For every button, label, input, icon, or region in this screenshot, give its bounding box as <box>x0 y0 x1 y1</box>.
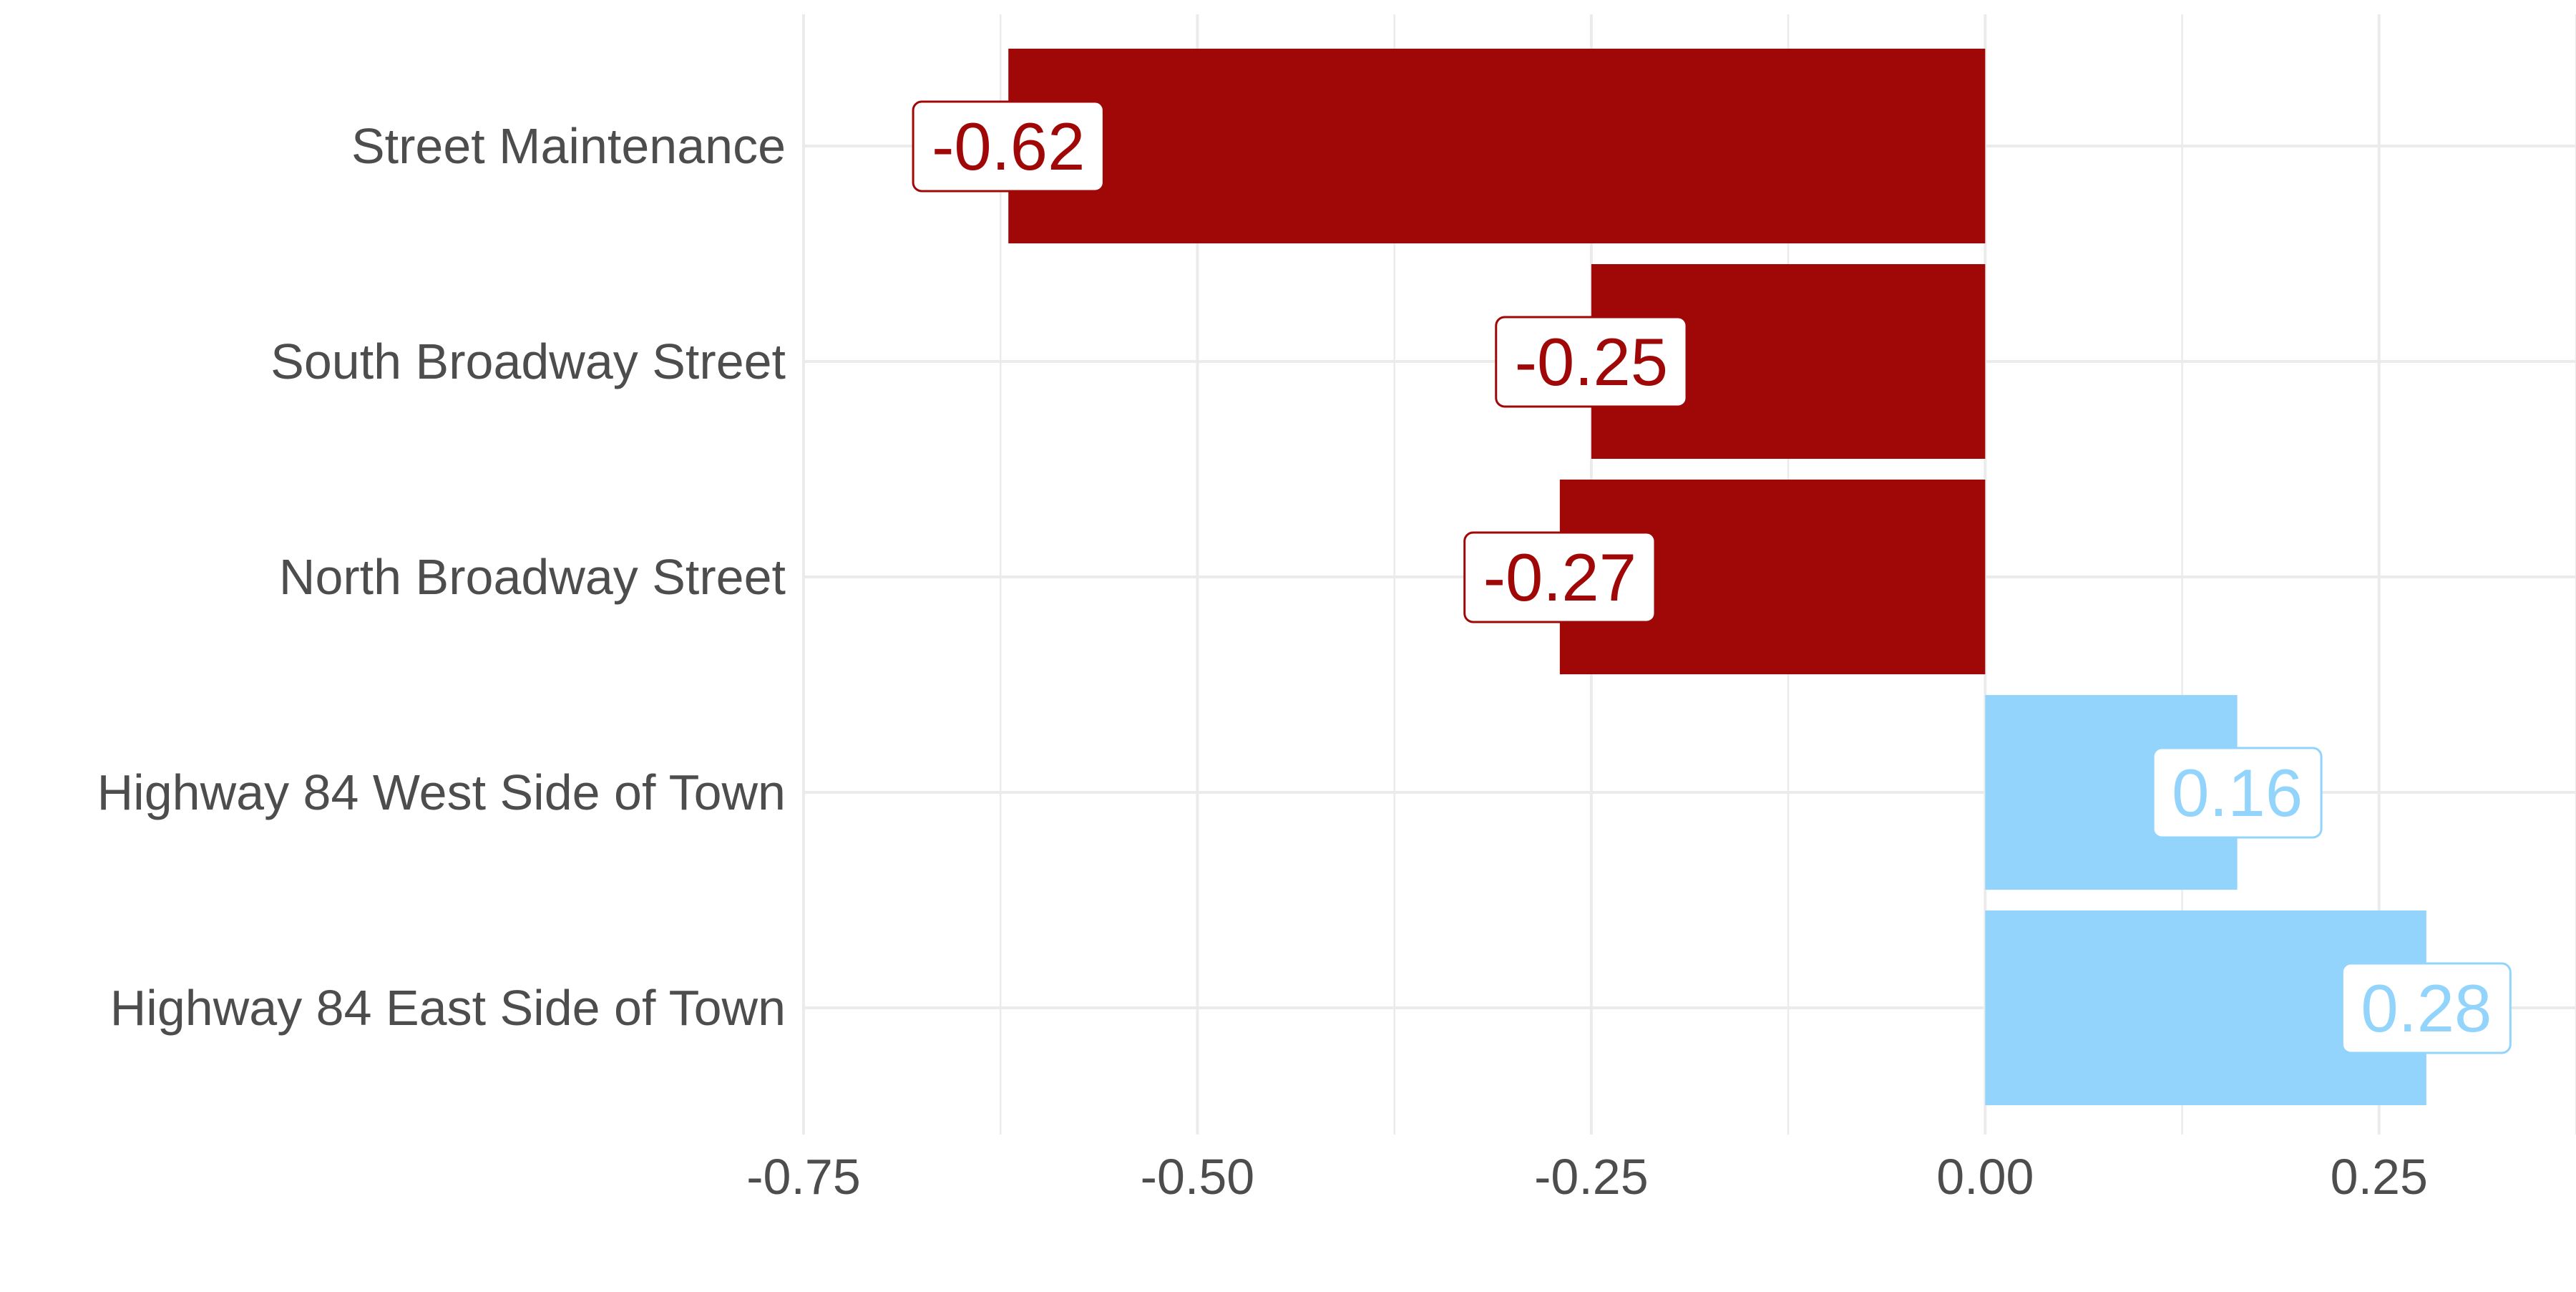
data-label: -0.25 <box>1495 316 1688 408</box>
category-label: Street Maintenance <box>351 118 786 174</box>
data-label-text: -0.62 <box>932 109 1085 184</box>
category-label: Highway 84 East Side of Town <box>110 980 786 1036</box>
data-label-box <box>2341 962 2512 1054</box>
data-label-text: -0.25 <box>1515 324 1668 399</box>
data-label: 0.16 <box>2152 747 2323 839</box>
data-label-text: -0.27 <box>1483 540 1636 615</box>
category-axis: Street Maintenance South Broadway Street N… <box>97 118 786 1036</box>
data-label: 0.28 <box>2341 962 2512 1054</box>
data-label: -0.27 <box>1463 531 1657 623</box>
data-labels: -0.62 -0.25 -0.27 0.16 0.28 <box>912 100 2512 1054</box>
category-label: North Broadway Street <box>279 549 786 605</box>
x-tick-label: 0.25 <box>2331 1149 2428 1205</box>
x-tick-label: -0.50 <box>1141 1149 1255 1205</box>
data-label-text: 0.28 <box>2361 971 2492 1046</box>
x-tick-label: 0.00 <box>1936 1149 2034 1205</box>
data-label-box <box>912 100 1105 193</box>
x-tick-label: -0.75 <box>746 1149 861 1205</box>
data-label-box <box>1495 316 1688 408</box>
x-tick-label: -0.25 <box>1534 1149 1649 1205</box>
category-label: Highway 84 West Side of Town <box>97 764 786 820</box>
category-label: South Broadway Street <box>270 334 786 389</box>
data-label: -0.62 <box>912 100 1105 193</box>
data-label-box <box>2152 747 2323 839</box>
data-label-box <box>1463 531 1657 623</box>
data-label-text: 0.16 <box>2172 755 2303 830</box>
value-axis: -0.75 -0.50 -0.25 0.00 0.25 <box>746 1149 2428 1205</box>
bar <box>1008 49 1986 243</box>
